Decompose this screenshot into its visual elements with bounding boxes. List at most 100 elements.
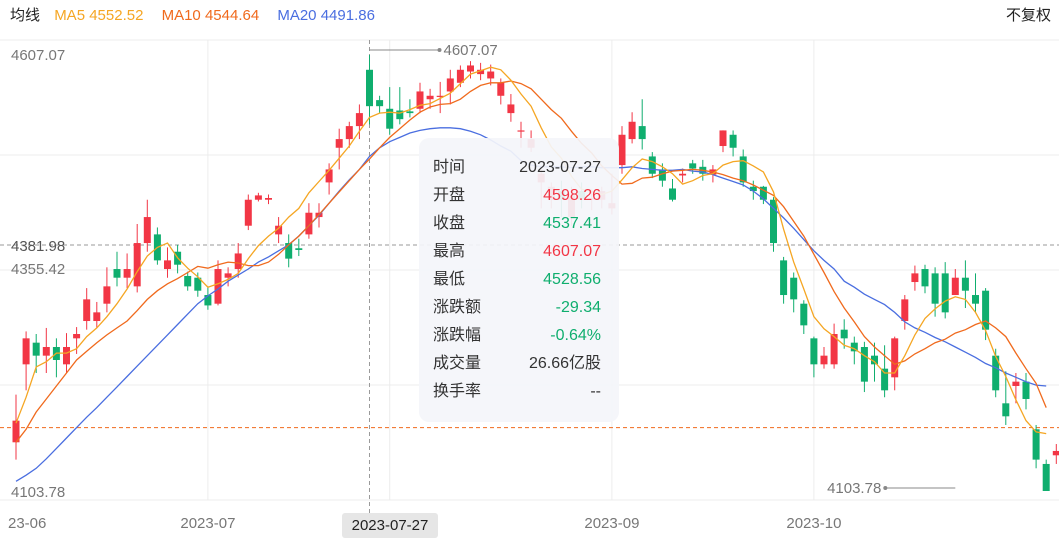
candle-body [901,299,909,322]
candle-body [103,286,111,304]
candle-body [830,334,838,365]
tooltip-key: 涨跌额 [433,299,482,316]
tooltip-value: 4607.07 [543,243,601,260]
candle-body [800,303,808,326]
candle-body [961,277,969,291]
tooltip-key: 时间 [433,159,466,176]
tooltip-value: 26.66亿股 [528,355,601,372]
candle-body [941,273,949,313]
tooltip-row: 最高 4607.07 [433,242,601,262]
candle-body [285,243,293,259]
candle-body [426,95,434,100]
ma10-line [15,80,1047,443]
tooltip-value: 4528.56 [543,271,601,288]
candle-body [446,78,454,92]
ma5-line [15,66,1047,435]
candle-body [850,342,858,352]
candle-body [143,217,151,244]
candle-body [386,108,394,129]
legend-ma5: MA5 4552.52 [54,7,144,24]
candle-body [325,169,333,183]
candle-body [759,186,767,200]
candle-body [436,95,444,97]
y-tick-label-2: 4103.78 [11,484,65,501]
tooltip-value: 2023-07-27 [519,159,601,176]
candle-body [214,269,222,304]
candle-body [366,69,373,107]
candle-body [224,273,232,278]
candle-body [305,212,313,235]
candle-body [113,269,121,278]
candle-body [32,342,40,356]
candle-body [982,290,990,330]
x-tick-label-0: 23-06 [8,515,46,532]
candle-body [931,273,939,304]
candle-body [1022,381,1030,399]
candle-body [911,273,919,283]
candle-body [133,243,141,287]
tooltip-value: -29.34 [555,299,601,316]
candle-body [194,277,202,291]
tooltip-value: -0.64% [550,327,601,344]
tooltip-row: 成交量 26.66亿股 [433,354,601,374]
candle-body [396,110,404,120]
candles [12,55,1059,491]
candle-body [123,269,131,278]
candle-body [1052,450,1059,456]
adjust-toggle[interactable]: 不复权 [1005,7,1051,24]
candle-body [669,188,676,200]
candle-body [840,329,848,339]
candle-body [719,130,727,147]
candle-body [972,295,979,304]
candle-body [184,275,192,287]
tooltip-key: 换手率 [433,383,482,400]
candle-body [1042,463,1050,491]
tooltip-value: -- [590,383,601,400]
ma-legend: 均线 MA5 4552.52 MA10 4544.64 MA20 4491.86 [10,6,389,26]
tooltip-row: 涨跌额 -29.34 [433,298,601,318]
candle-body [234,253,242,270]
candle-body [42,347,50,356]
y-tick-label-0: 4607.07 [11,47,65,64]
candle-body [265,198,272,200]
candle-body [648,156,656,174]
candle-body [820,355,828,365]
candle-body [83,299,91,322]
y-tick-label-1: 4355.42 [11,261,65,278]
candle-body [749,186,757,192]
candle-body [477,69,485,75]
axis-labels: 4607.07 4355.42 4103.78 4381.98 23-06 2023-07… [8,47,841,532]
tooltip-row: 涨跌幅 -0.64% [433,326,601,346]
tooltip-key: 收盘 [433,215,466,232]
candle-body [164,260,171,270]
candle-body [618,134,626,166]
candle-body [376,100,384,107]
tooltip-row: 开盘 4598.26 [433,186,601,206]
candle-body [1012,381,1020,386]
crosshair-date-label: 2023-07-27 [342,513,438,538]
candle-body [638,126,646,140]
legend-title: 均线 [10,7,41,24]
candle-body [93,312,101,322]
tooltip-value: 4537.41 [543,215,601,232]
candle-body [790,277,798,300]
candle-body [487,71,495,79]
candle-body [416,91,424,109]
candle-body [628,121,636,140]
candle-body [881,368,889,391]
candle-body [73,334,81,339]
candle-body [345,126,353,140]
tooltip-row: 最低 4528.56 [433,270,601,290]
candle-body [275,225,283,235]
candle-body [729,134,737,148]
candle-body [921,269,929,287]
tooltip-key: 最高 [433,243,466,260]
x-tick-label-1: 2023-07 [180,515,235,532]
candle-body [335,139,343,148]
max-marker-dot [437,48,442,52]
candle-body [679,173,687,176]
candle-body [63,347,70,365]
candle-body [355,113,363,127]
tooltip-value: 4598.26 [543,187,601,204]
